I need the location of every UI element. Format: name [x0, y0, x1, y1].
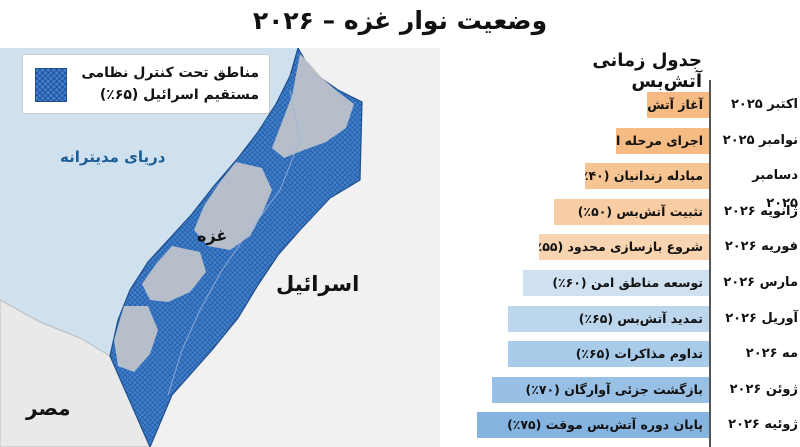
timeline-date: ژوئیه ۲۰۲۶	[728, 417, 798, 433]
timeline-date: ژوئن ۲۰۲۶	[729, 381, 798, 397]
timeline-bar: تمدید آتش‌بس (۶۵٪)	[507, 305, 709, 332]
gaza-label: غزه	[197, 226, 228, 245]
uncontrolled-area-central	[142, 246, 206, 302]
uncontrolled-area-south	[114, 306, 158, 372]
timeline-bar: شروع بازسازی محدود (۵۵٪)	[538, 234, 709, 261]
timeline-bar: آغاز آتش‌بس اولیه (۲۰٪)	[647, 92, 709, 118]
map-legend: مناطق تحت کنترل نظامی مستقیم اسرائیل (۶۵…	[22, 54, 270, 114]
timeline-row: اکتبر ۲۰۲۵ آغاز آتش‌بس اولیه (۲۰٪)	[0, 91, 800, 119]
timeline-bar: پایان دوره آتش‌بس موقت (۷۵٪)	[476, 412, 709, 439]
timeline-date: دسامبر ۲۰۲۵	[752, 168, 798, 212]
timeline-bar: بازگشت جزئی آوارگان (۷۰٪)	[492, 376, 709, 403]
israel-land	[150, 48, 440, 447]
israel-label: اسرائیل	[276, 272, 360, 296]
legend-label: مناطق تحت کنترل نظامی مستقیم اسرائیل (۶۵…	[81, 65, 259, 103]
timeline-bar: توسعه مناطق امن (۶۰٪)	[523, 270, 709, 296]
gaza-map	[0, 48, 440, 447]
timeline-bar: تداوم مذاکرات (۶۵٪)	[507, 341, 709, 368]
timeline-row: نوامبر ۲۰۲۵ اجرای مرحله اول (۳۰٪)	[0, 127, 800, 155]
timeline-bar: تثبیت آتش‌بس (۵۰٪)	[554, 198, 709, 225]
timeline-date: فوریه ۲۰۲۶	[724, 239, 798, 255]
timeline-row: ژوئن ۲۰۲۶ بازگشت جزئی آوارگان (۷۰٪)	[0, 376, 800, 404]
timeline-bar: اجرای مرحله اول (۳۰٪)	[616, 127, 709, 154]
controlled-area-swatch	[35, 68, 67, 102]
timeline-title: جدول زمانی آتش‌بس	[592, 50, 702, 92]
timeline-date: ژانویه ۲۰۲۶	[723, 203, 798, 219]
timeline-row: دسامبر ۲۰۲۵ مبادله زندانیان (۴۰٪)	[0, 162, 800, 212]
timeline-row: ژوئیه ۲۰۲۶ پایان دوره آتش‌بس موقت (۷۵٪)	[0, 411, 800, 439]
timeline-date: اکتبر ۲۰۲۵	[731, 97, 798, 112]
uncontrolled-area-gaza-city	[194, 162, 272, 250]
egypt-land	[0, 299, 151, 447]
timeline-row: ژانویه ۲۰۲۶ تثبیت آتش‌بس (۵۰٪)	[0, 198, 800, 226]
timeline-row: آوریل ۲۰۲۶ تمدید آتش‌بس (۶۵٪)	[0, 305, 800, 333]
uncontrolled-area-north	[272, 54, 354, 158]
timeline-date: آوریل ۲۰۲۶	[725, 310, 798, 326]
timeline-date: مارس ۲۰۲۶	[723, 275, 798, 290]
timeline-bar: مبادله زندانیان (۴۰٪)	[585, 163, 709, 190]
timeline-date: نوامبر ۲۰۲۵	[722, 132, 798, 148]
sea-label: دریای مدیترانه	[60, 148, 166, 166]
timeline-row: مه ۲۰۲۶ تداوم مذاکرات (۶۵٪)	[0, 340, 800, 368]
timeline-row: مارس ۲۰۲۶ توسعه مناطق امن (۶۰٪)	[0, 269, 800, 297]
page-title: وضعیت نوار غزه – ۲۰۲۶	[252, 6, 548, 35]
timeline-date: مه ۲۰۲۶	[745, 346, 798, 362]
timeline-axis	[709, 80, 711, 447]
egypt-label: مصر	[26, 396, 71, 420]
timeline-row: فوریه ۲۰۲۶ شروع بازسازی محدود (۵۵٪)	[0, 233, 800, 261]
